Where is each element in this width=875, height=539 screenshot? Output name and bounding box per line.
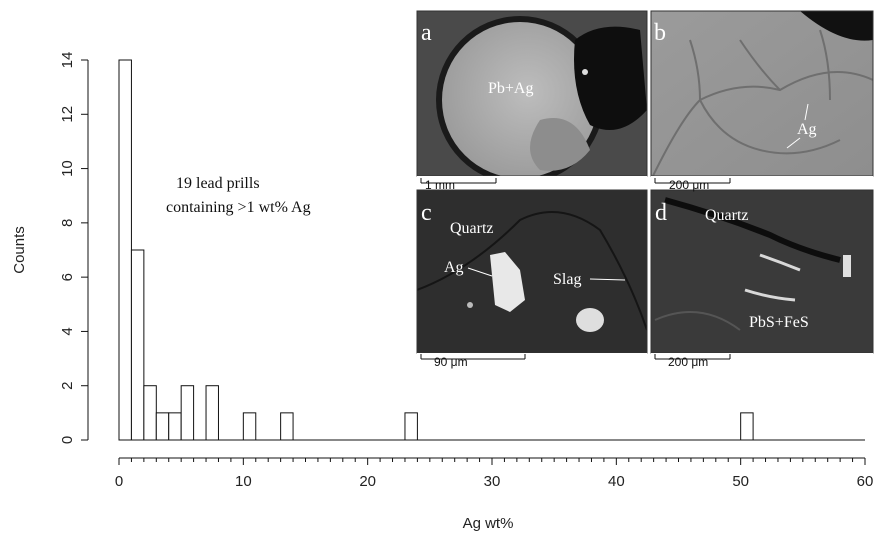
annotation-line-2: containing >1 wt% Ag	[166, 199, 311, 216]
scale-bar-label-d: 200 μm	[668, 355, 708, 369]
panel-label-pbs-fes: PbS+FeS	[749, 314, 809, 331]
histogram-bar-6	[205, 385, 219, 441]
x-tick-label: 20	[359, 473, 376, 490]
y-axis: 0 2 4 6 8 10 12 14	[59, 52, 89, 444]
panel-label-ag-b: Ag	[797, 121, 817, 138]
scale-bar-label-b: 200 μm	[669, 178, 709, 192]
panel-label-quartz-c: Quartz	[450, 220, 494, 237]
y-tick-label: 0	[59, 436, 76, 444]
y-tick-label: 12	[59, 106, 76, 123]
x-tick-label: 60	[857, 473, 874, 490]
panel-label-pb-ag: Pb+Ag	[488, 80, 533, 97]
inset-panel-c	[417, 190, 647, 353]
y-tick-label: 10	[59, 160, 76, 177]
x-tick-label: 40	[608, 473, 625, 490]
histogram-bar-1	[130, 249, 145, 441]
histogram-bar-0	[118, 59, 132, 441]
histogram-bar-9	[404, 412, 418, 441]
scale-bar-label-a: 1 mm	[425, 178, 455, 192]
y-tick-label: 8	[59, 219, 76, 227]
panel-label-slag-c: Slag	[553, 271, 581, 288]
x-tick-label: 10	[235, 473, 252, 490]
x-axis-label: Ag wt%	[463, 515, 514, 532]
panel-c-arrow-ag	[467, 267, 493, 277]
histogram-bars	[118, 59, 754, 441]
x-axis: 0 10 20 30 40 50 60	[115, 457, 874, 490]
panel-c-arrow-slag	[589, 278, 626, 281]
y-tick-label: 4	[59, 327, 76, 335]
y-tick-label: 6	[59, 273, 76, 281]
panel-label-quartz-d: Quartz	[705, 207, 749, 224]
panel-label-ag-c: Ag	[444, 259, 464, 276]
scale-bar-c: 90 μm	[417, 353, 647, 369]
panel-letter-b: b	[654, 20, 666, 46]
x-tick-label: 30	[484, 473, 501, 490]
inset-panel-b	[651, 11, 873, 176]
panel-b-arrow-2	[786, 137, 801, 149]
histogram-bar-3	[155, 412, 170, 441]
histogram-bar-8	[280, 412, 294, 441]
y-tick-label: 14	[59, 52, 76, 69]
scale-bar-d: 200 μm	[651, 353, 873, 369]
inset-panel-d	[651, 190, 873, 353]
histogram-bar-7	[242, 412, 257, 441]
scale-bar-b: 200 μm	[651, 176, 873, 192]
y-tick-label: 2	[59, 382, 76, 390]
scale-bar-label-c: 90 μm	[434, 355, 468, 369]
x-tick-label: 50	[732, 473, 749, 490]
panel-letter-a: a	[421, 20, 432, 46]
panel-letter-d: d	[655, 200, 667, 226]
histogram-bar-4	[168, 412, 182, 441]
panel-b-arrow-1	[804, 103, 809, 121]
histogram-bar-2	[143, 385, 157, 441]
scale-bar-a: 1 mm	[417, 176, 647, 192]
annotation-line-1: 19 lead prills	[176, 175, 260, 192]
x-tick-label: 0	[115, 473, 123, 490]
histogram-bar-5	[180, 385, 195, 441]
histogram-bar-10	[740, 412, 754, 441]
y-axis-label: Counts	[11, 226, 28, 274]
panel-letter-c: c	[421, 200, 432, 226]
inset-panel-a	[417, 11, 647, 176]
